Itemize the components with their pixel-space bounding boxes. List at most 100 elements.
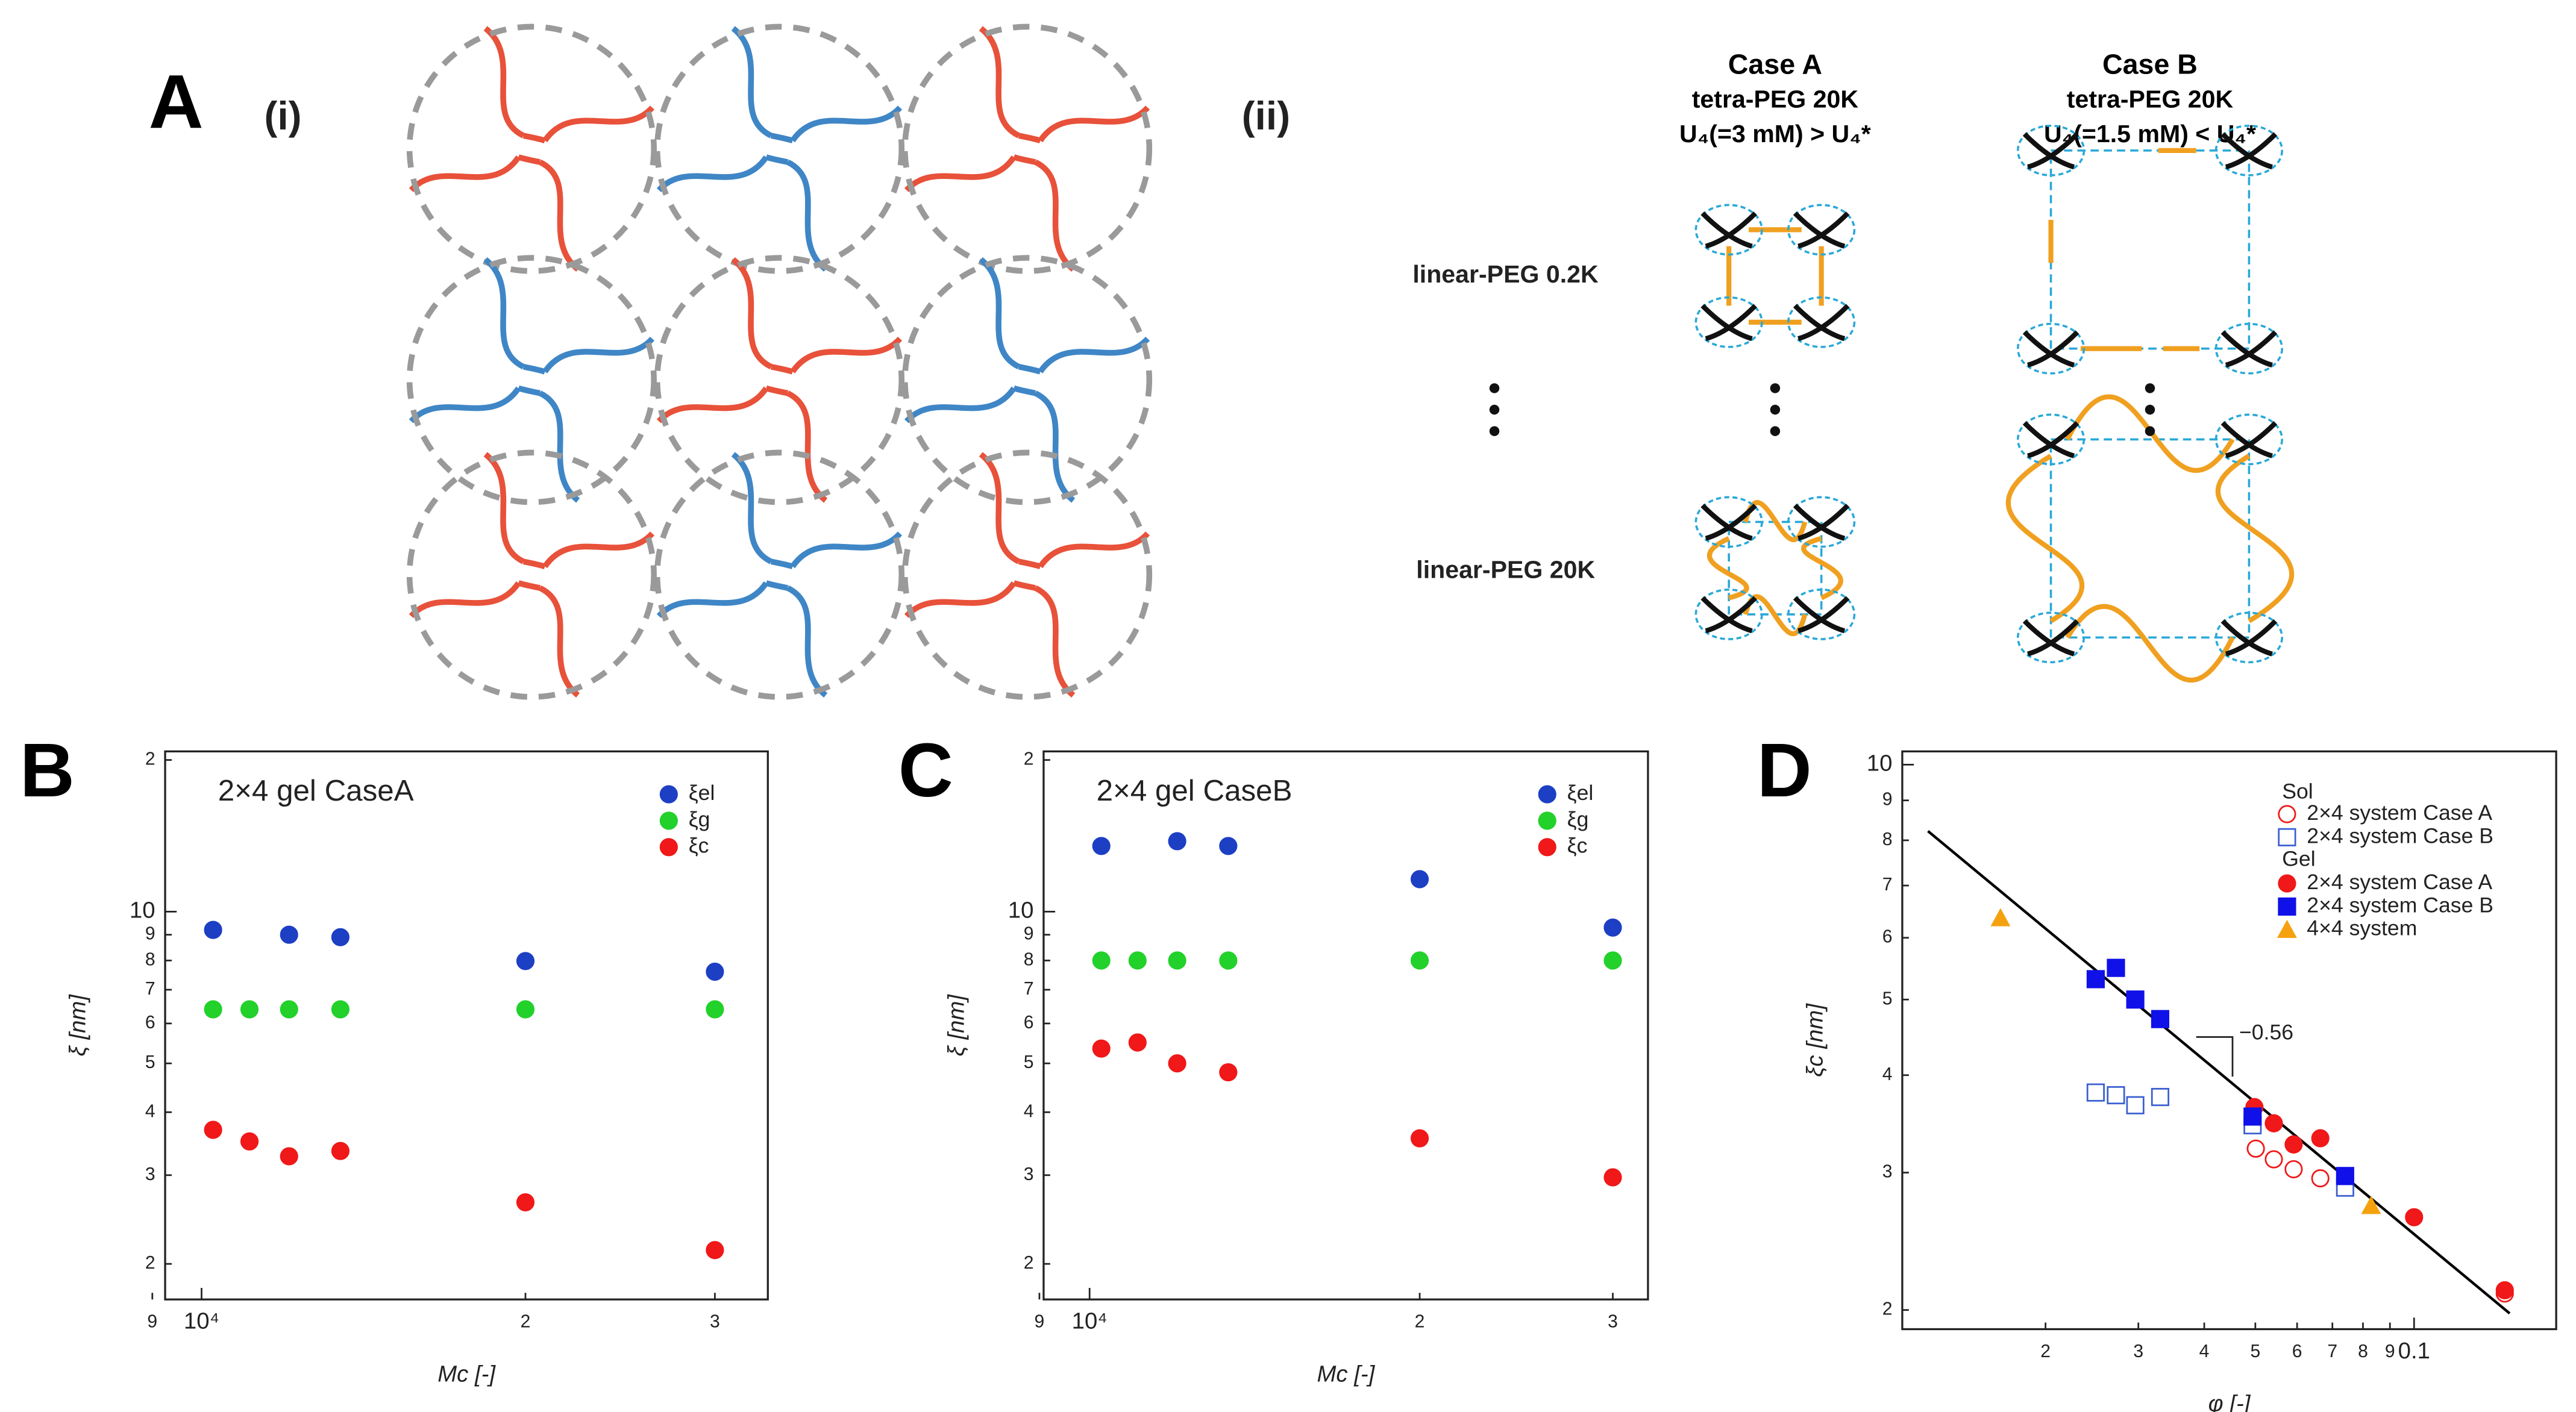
- x-axis-label: Mc [-]: [1317, 1361, 1375, 1387]
- marker: [1990, 908, 2011, 926]
- polymer-arm: [522, 364, 546, 375]
- tetra-arm: [2022, 619, 2075, 657]
- marker: [516, 952, 535, 970]
- marker: [2086, 1083, 2105, 1102]
- y-tick-label: 8: [145, 949, 155, 969]
- polymer-arm: [1033, 585, 1076, 698]
- polymer-arm: [731, 257, 773, 370]
- marker: [706, 1241, 724, 1260]
- polymer-arm: [1013, 580, 1036, 591]
- marker: [280, 925, 298, 944]
- y-tick-label: 5: [1882, 989, 1893, 1008]
- fit-line: [1927, 829, 2511, 1315]
- polymer-arm: [656, 581, 769, 618]
- x-tick-label: 4: [2199, 1342, 2210, 1361]
- cell-boundary: [406, 449, 657, 700]
- legend-label: 2×4 system Case B: [2307, 893, 2493, 917]
- marker: [2264, 1150, 2283, 1169]
- polymer-arm: [1038, 531, 1150, 569]
- y-tick-label: 7: [1024, 979, 1034, 999]
- junction: [2016, 124, 2086, 176]
- legend-marker: [659, 811, 678, 830]
- y-tick-label: 10: [130, 898, 155, 923]
- network-frame: [2049, 149, 2251, 350]
- polymer-arm: [790, 531, 903, 569]
- marker: [1128, 951, 1147, 970]
- y-tick-label: 7: [145, 979, 155, 999]
- junction: [1694, 204, 1763, 256]
- marker: [1219, 951, 1238, 970]
- legend-label: 2×4 system Case B: [2307, 823, 2493, 848]
- linear-peg: [2215, 454, 2295, 623]
- cell-boundary: [654, 255, 905, 505]
- marker: [2336, 1167, 2354, 1186]
- polymer-arm: [790, 336, 903, 373]
- polymer-arm: [790, 105, 903, 143]
- junction: [2214, 322, 2283, 375]
- marker: [2126, 990, 2145, 1009]
- tetra-arm: [1797, 596, 1850, 634]
- part-label: (ii): [1242, 93, 1290, 138]
- marker: [331, 928, 349, 946]
- case-title: Case A: [1728, 48, 1822, 80]
- linear-peg: [1706, 536, 1749, 601]
- marker: [1603, 951, 1622, 970]
- polymer-arm: [517, 154, 541, 165]
- y-tick-label: 10: [1867, 751, 1893, 776]
- part-label: (i): [264, 93, 301, 138]
- marker: [516, 1193, 535, 1211]
- legend-marker: [1538, 838, 1556, 857]
- x-tick-label: 8: [2358, 1342, 2368, 1361]
- y-tick-label: 4: [1024, 1101, 1034, 1121]
- marker: [2107, 958, 2125, 977]
- x-tick-label: 2: [1415, 1312, 1425, 1332]
- ellipsis-dot: [1770, 383, 1781, 393]
- marker: [280, 1000, 298, 1019]
- tetra-arm: [1705, 211, 1757, 249]
- legend-label: 2×4 system Case A: [2307, 801, 2492, 825]
- y-tick-label: 7: [1882, 875, 1893, 895]
- y-tick-label: 6: [145, 1013, 155, 1032]
- polymer-arm: [904, 155, 1017, 192]
- y-tick-label: 9: [1024, 924, 1034, 944]
- x-axis-label: Mc [-]: [437, 1361, 496, 1387]
- y-tick-label: 10: [1008, 898, 1034, 923]
- y-axis-label: ξc [nm]: [1802, 1003, 1828, 1077]
- polymer-arm: [770, 558, 794, 570]
- x-tick-label: 3: [1608, 1312, 1618, 1332]
- polymer-arm: [904, 386, 1017, 423]
- x-tick-label: 0.1: [2398, 1338, 2430, 1364]
- junction: [2214, 124, 2283, 176]
- marker: [706, 1000, 724, 1019]
- x-tick-label: 7: [2327, 1342, 2337, 1361]
- case-polymer: tetra-PEG 20K: [2067, 86, 2234, 113]
- y-tick-label: 2: [145, 1253, 155, 1273]
- y-tick-label: 2: [1882, 1299, 1893, 1319]
- marker: [240, 1000, 259, 1019]
- cell-boundary: [406, 255, 657, 505]
- legend-label: ξc: [689, 834, 709, 858]
- y-tick-label: 2: [145, 749, 155, 769]
- x-tick-label: 3: [710, 1312, 720, 1332]
- marker: [204, 1120, 222, 1139]
- junction: [2214, 611, 2283, 664]
- cell-boundary: [901, 449, 1153, 700]
- tetra-arm: [2225, 619, 2278, 657]
- y-tick-label: 2: [1024, 749, 1034, 769]
- marker: [1168, 832, 1186, 851]
- tetra-arm: [2225, 421, 2278, 458]
- y-axis-label: ξ [nm]: [65, 994, 91, 1057]
- junction: [1787, 296, 1856, 348]
- legend-marker: [659, 838, 678, 857]
- polymer-arm: [979, 257, 1021, 370]
- cell-boundary: [654, 449, 905, 700]
- network-frame: [2049, 438, 2251, 639]
- x-tick-label: 2: [521, 1312, 531, 1332]
- tetra-arm: [2027, 421, 2079, 458]
- tetra-arm: [2225, 330, 2278, 368]
- marker: [1410, 870, 1429, 889]
- marker: [1168, 951, 1186, 970]
- cell-boundary: [901, 23, 1153, 274]
- marker: [1219, 1063, 1238, 1082]
- plot-frame: [1042, 750, 1649, 1301]
